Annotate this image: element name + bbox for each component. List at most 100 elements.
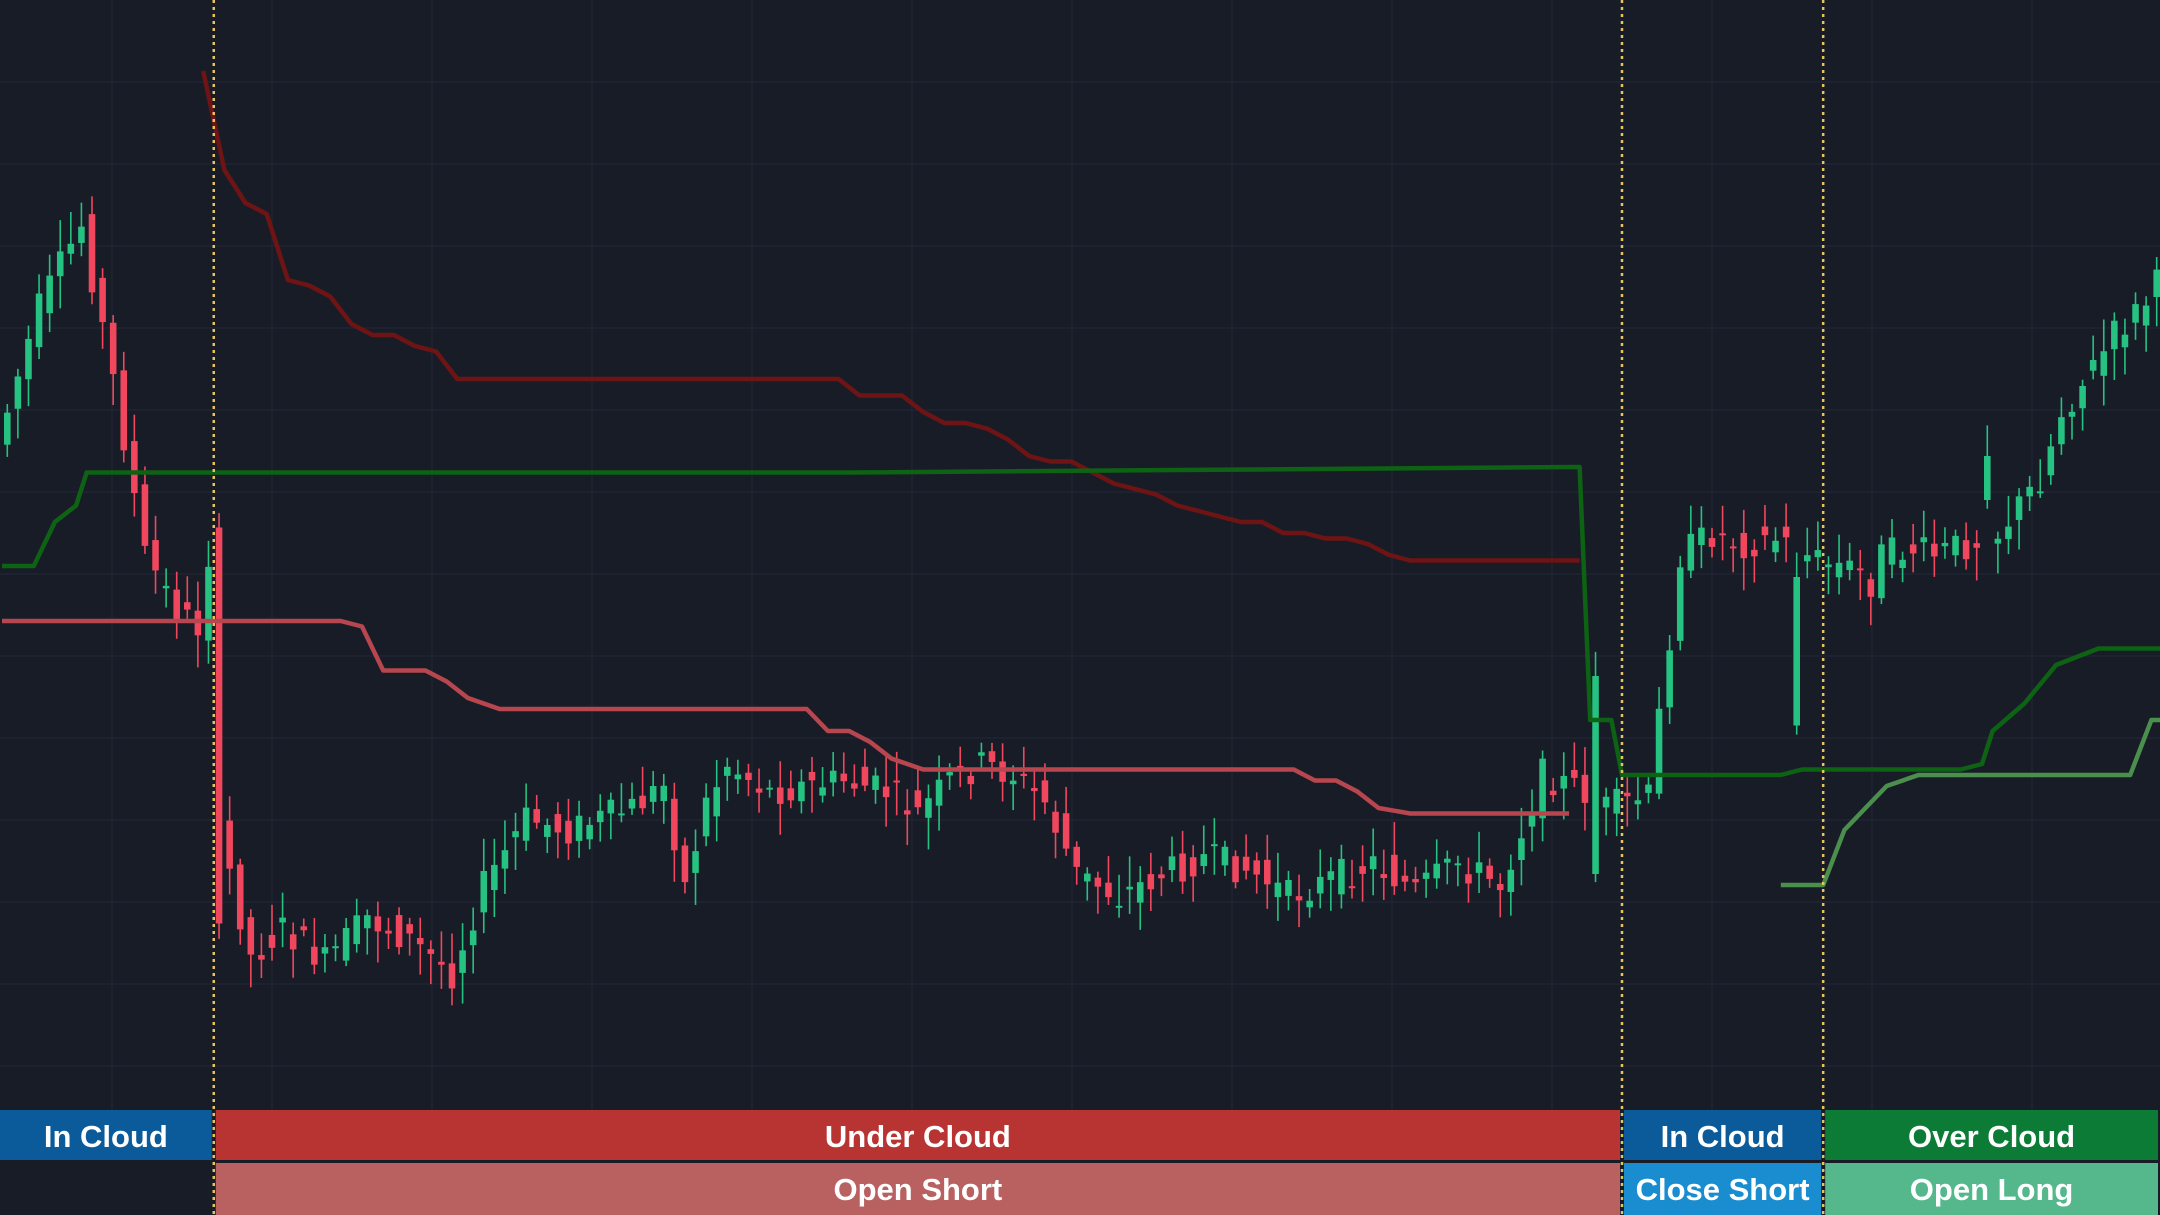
candle-body [1200, 854, 1208, 867]
candle-body [1962, 540, 1970, 560]
candle-body [522, 807, 530, 841]
candle-body [1475, 862, 1483, 873]
upper-cloud-line [2, 618, 1570, 816]
candle-body [395, 915, 403, 948]
candle-body [2068, 411, 2076, 417]
candle-body [173, 589, 180, 622]
candle-body [946, 772, 953, 776]
candle-body [861, 766, 869, 786]
candle-body [205, 566, 212, 641]
candle-body [745, 772, 752, 780]
candle-body [1634, 800, 1642, 805]
candle-body [851, 783, 858, 789]
candle-body [904, 810, 911, 815]
candle-body [1708, 538, 1716, 547]
candle-body [469, 930, 477, 946]
zone-state-bar [1624, 1110, 1822, 1160]
candle-body [1211, 844, 1218, 847]
candle-body [311, 946, 318, 965]
candle-body [438, 961, 445, 965]
candle-body [1285, 879, 1292, 896]
candle-body [1846, 560, 1853, 571]
candle-body [364, 915, 371, 929]
candle-body [2005, 526, 2012, 539]
candle-body [226, 820, 233, 869]
candle-body [586, 824, 593, 840]
candle-body [1994, 538, 2002, 544]
candle-body [967, 775, 975, 785]
candle-body [1242, 856, 1250, 871]
candle-body [1539, 758, 1546, 819]
candle-body [1136, 882, 1144, 903]
candle-body [1814, 550, 1822, 558]
candle-body [491, 864, 498, 891]
candle-body [1073, 846, 1080, 867]
candle-body [978, 752, 985, 756]
candle-body [1221, 846, 1229, 866]
candle-body [1094, 877, 1102, 887]
candle-body [713, 787, 720, 817]
candle-body [2079, 385, 2086, 409]
candle-body [1126, 886, 1133, 890]
candle-body [925, 798, 932, 818]
candle-body [1507, 869, 1515, 893]
candle-body [268, 934, 276, 948]
candle-body [671, 798, 678, 851]
grid-lines [0, 0, 2160, 1110]
candle-body [342, 928, 350, 961]
candle-body [427, 949, 435, 954]
candle-body [1549, 790, 1557, 796]
zone-state-bar [1825, 1110, 2158, 1160]
zone-state-label: Under Cloud [825, 1119, 1011, 1154]
candle-body [2111, 320, 2118, 350]
candle-body [692, 851, 699, 873]
candle-body [1867, 579, 1875, 597]
zone-state-bar [215, 1110, 1621, 1160]
candle-body [14, 376, 22, 409]
candle-body [1295, 896, 1303, 901]
candle-body [1433, 863, 1440, 879]
candle-body [1115, 905, 1123, 908]
candle-body [1920, 537, 1928, 543]
candle-body [1761, 526, 1769, 536]
candle-body [501, 850, 509, 869]
candle-body [1719, 533, 1726, 536]
candle-body [1518, 838, 1525, 860]
candle-body [416, 938, 424, 945]
candle-body [1772, 540, 1779, 553]
candle-body [533, 809, 540, 823]
zone-state-label: In Cloud [44, 1119, 168, 1154]
candle-body [628, 798, 636, 809]
candle-body [766, 787, 773, 790]
candle-body [787, 788, 795, 801]
candle-body [46, 275, 53, 314]
candle-body [1825, 564, 1832, 568]
cloud-lines [2, 70, 2160, 888]
candle-body [236, 864, 244, 930]
candle-body [1369, 856, 1377, 870]
candle-body [1782, 526, 1790, 538]
candle-body [1560, 775, 1568, 789]
candle-body [1316, 876, 1324, 894]
candle-body [1729, 546, 1737, 549]
candle-body [1020, 773, 1028, 776]
candle-body [1401, 875, 1409, 882]
candle-body [2015, 496, 2023, 520]
candle-body [162, 585, 170, 589]
candle-body [1952, 535, 1959, 556]
candle-body [258, 955, 265, 960]
candle-body [1338, 858, 1345, 895]
candle-body [1486, 865, 1493, 879]
candle-body [1454, 863, 1462, 866]
candle-body [1592, 676, 1599, 874]
candle-body [798, 781, 805, 802]
candle-body [1041, 780, 1049, 803]
candle-body [2058, 417, 2065, 445]
zone-action-label: Close Short [1636, 1172, 1810, 1207]
candle-body [1009, 780, 1017, 785]
candle-body [1899, 559, 1906, 569]
candle-body [660, 785, 668, 802]
candle-body [565, 820, 572, 844]
